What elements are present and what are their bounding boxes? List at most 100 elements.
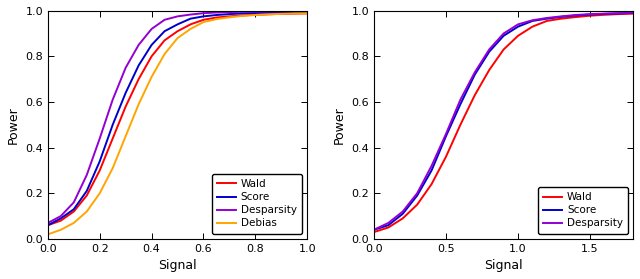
Score	[200, 15, 207, 18]
Legend: Wald, Score, Desparsity, Debias: Wald, Score, Desparsity, Debias	[212, 174, 302, 234]
Line: Desparsity: Desparsity	[374, 13, 634, 230]
Wald	[529, 25, 536, 28]
Debias	[212, 18, 220, 21]
Desparsity	[135, 43, 143, 47]
Score	[44, 223, 52, 227]
Score	[83, 189, 91, 193]
Debias	[303, 11, 311, 15]
Score	[442, 134, 450, 138]
Desparsity	[83, 173, 91, 177]
Wald	[370, 230, 378, 234]
Wald	[500, 48, 508, 51]
Line: Wald: Wald	[48, 13, 307, 225]
Debias	[187, 27, 195, 31]
Wald	[264, 13, 272, 16]
Score	[291, 11, 298, 14]
Score	[557, 15, 565, 18]
Wald	[109, 137, 116, 140]
Desparsity	[122, 66, 129, 69]
Wald	[543, 19, 550, 23]
Desparsity	[500, 32, 508, 35]
Desparsity	[543, 16, 550, 20]
Debias	[70, 221, 77, 225]
Wald	[96, 169, 104, 172]
Wald	[413, 203, 421, 206]
Line: Score: Score	[374, 13, 634, 230]
Wald	[572, 15, 580, 19]
Wald	[225, 15, 233, 18]
Desparsity	[529, 19, 536, 22]
Wald	[135, 78, 143, 81]
Desparsity	[514, 23, 522, 26]
Y-axis label: Power: Power	[333, 106, 346, 144]
Desparsity	[557, 15, 565, 18]
Desparsity	[148, 27, 156, 31]
Debias	[44, 233, 52, 236]
Debias	[278, 12, 285, 16]
Debias	[83, 210, 91, 213]
Score	[413, 194, 421, 197]
Score	[615, 12, 623, 15]
Wald	[601, 13, 609, 16]
Desparsity	[252, 10, 259, 13]
Debias	[57, 228, 65, 232]
Score	[428, 169, 435, 172]
Score	[543, 17, 550, 20]
Desparsity	[239, 10, 246, 13]
Wald	[630, 12, 637, 15]
Desparsity	[385, 221, 392, 225]
Debias	[225, 16, 233, 19]
Wald	[252, 13, 259, 16]
Desparsity	[96, 137, 104, 140]
Wald	[122, 105, 129, 108]
Score	[514, 25, 522, 28]
Wald	[399, 217, 406, 220]
Score	[70, 208, 77, 211]
Desparsity	[485, 48, 493, 51]
Wald	[514, 34, 522, 37]
Desparsity	[187, 13, 195, 16]
Score	[630, 11, 637, 15]
Wald	[586, 14, 594, 17]
Line: Score: Score	[48, 12, 307, 225]
Debias	[200, 20, 207, 24]
Debias	[252, 13, 259, 17]
Score	[572, 14, 580, 17]
Debias	[135, 103, 143, 106]
X-axis label: Signal: Signal	[484, 259, 523, 272]
Score	[122, 91, 129, 95]
Wald	[148, 55, 156, 58]
Desparsity	[442, 132, 450, 136]
Desparsity	[291, 9, 298, 13]
Desparsity	[278, 10, 285, 13]
Wald	[187, 23, 195, 26]
Wald	[278, 12, 285, 16]
Score	[135, 64, 143, 67]
Wald	[485, 68, 493, 72]
Desparsity	[264, 10, 272, 13]
Debias	[173, 36, 181, 40]
Score	[485, 50, 493, 53]
Debias	[291, 12, 298, 15]
Debias	[109, 167, 116, 170]
Debias	[239, 14, 246, 18]
Debias	[148, 75, 156, 78]
Debias	[122, 134, 129, 138]
Desparsity	[428, 164, 435, 168]
Wald	[385, 226, 392, 229]
Wald	[471, 93, 479, 97]
Wald	[70, 210, 77, 213]
Wald	[161, 39, 168, 42]
Wald	[173, 30, 181, 33]
Desparsity	[200, 11, 207, 15]
Wald	[44, 223, 52, 227]
Score	[529, 19, 536, 23]
Desparsity	[70, 201, 77, 204]
Wald	[212, 16, 220, 19]
Desparsity	[471, 71, 479, 74]
Desparsity	[413, 192, 421, 195]
Debias	[264, 13, 272, 16]
Score	[601, 12, 609, 16]
Score	[385, 223, 392, 227]
Score	[187, 17, 195, 20]
